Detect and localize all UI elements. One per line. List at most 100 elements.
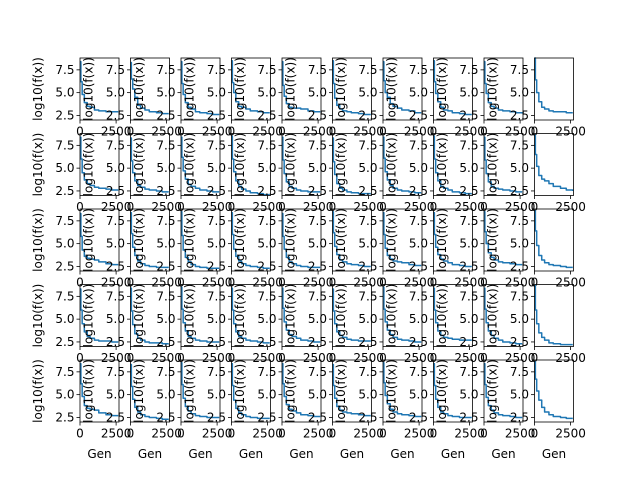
x-tick-label: 0 [278,427,286,441]
y-tick-label: 7.5 [257,289,276,303]
x-tick-label: 2500 [151,427,182,441]
series-line [433,59,472,116]
y-tick-label: 5.0 [358,237,377,251]
axes-frame [281,359,322,423]
series-line [332,210,371,268]
y-tick-label: 7.5 [156,214,175,228]
y-tick-label: 5.0 [459,312,478,326]
axes-frame [79,284,120,347]
y-tick-label: 7.5 [358,365,377,379]
x-tick-label: 0 [480,200,488,214]
y-tick-label: 2.5 [156,335,175,349]
y-tick-label: 2.5 [257,410,276,424]
y-tick-label: 5.0 [409,161,428,175]
y-tick-label: 7.5 [308,365,327,379]
x-tick-label: 0 [329,276,337,290]
y-axis-label: log10(f(x)) [385,208,399,272]
x-tick-label: 0 [430,125,438,139]
y-axis-label: log10(f(x)) [183,57,197,121]
x-tick-label: 2500 [101,276,132,290]
x-tick-label: 2500 [353,200,384,214]
series-line [80,288,119,343]
y-axis-label: log10(f(x)) [31,133,45,197]
axes-frame [180,284,221,347]
series-line [181,136,220,193]
axes-frame [382,284,423,347]
y-tick-label: 2.5 [257,335,276,349]
x-tick-label: 2500 [303,276,334,290]
axes-frame [231,57,271,121]
y-tick-label: 7.5 [459,289,478,303]
series-line [80,60,119,113]
series-line [332,363,371,417]
x-tick-label: 0 [76,276,84,290]
y-tick-label: 2.5 [55,108,74,122]
axes-frame [433,359,473,423]
series-line [433,287,472,341]
y-tick-label: 2.5 [156,410,175,424]
x-tick-label: 0 [531,125,539,139]
x-tick-label: 2500 [151,276,182,290]
y-axis-label: log10(f(x)) [334,359,348,423]
axes-frame [382,133,423,196]
x-axis-label: Gen [542,447,566,461]
y-axis-label: log10(f(x)) [82,208,96,272]
y-axis-label: log10(f(x)) [233,133,247,197]
y-axis-label: log10(f(x)) [284,57,298,121]
y-tick-label: 2.5 [510,335,529,349]
y-axis-label: log10(f(x)) [82,359,96,423]
series-line [130,137,169,193]
y-tick-label: 2.5 [55,335,74,349]
y-tick-label: 2.5 [106,259,125,273]
axes-frame [180,133,221,196]
x-tick-label: 2500 [101,427,132,441]
y-tick-label: 7.5 [358,289,377,303]
axes-frame [332,133,372,196]
y-tick-label: 2.5 [156,259,175,273]
x-tick-label: 0 [379,200,387,214]
y-tick-label: 2.5 [308,184,327,198]
subplot-r3-c1: 2.5 5.0 7.5 0 2500 log10(f(x)) [31,208,131,289]
y-axis-label: log10(f(x)) [284,359,298,423]
y-tick-label: 5.0 [257,161,276,175]
y-tick-label: 2.5 [106,410,125,424]
y-axis-label: log10(f(x)) [183,284,197,348]
x-axis-label: Gen [188,447,212,461]
y-axis-label: log10(f(x)) [334,57,348,121]
y-tick-label: 2.5 [257,108,276,122]
subplot-r1-c1: 2.5 5.0 7.5 0 2500 log10(f(x)) [31,57,131,138]
axes-frame [483,284,524,347]
x-tick-label: 0 [127,427,135,441]
x-tick-label: 2500 [353,125,384,139]
y-tick-label: 5.0 [510,86,529,100]
y-tick-label: 2.5 [358,259,377,273]
x-axis-label: Gen [390,447,414,461]
y-axis-label: log10(f(x)) [486,208,500,272]
series-line [433,362,472,419]
y-tick-label: 5.0 [358,388,377,402]
y-tick-label: 7.5 [106,365,125,379]
x-tick-label: 0 [430,351,438,365]
y-tick-label: 7.5 [257,63,276,77]
subplot-r5-c1: 2.5 5.0 7.5 0 2500 log10(f(x)) Gen [31,359,131,461]
x-tick-label: 2500 [505,200,536,214]
x-tick-label: 2500 [202,351,233,365]
x-tick-label: 2500 [151,200,182,214]
y-tick-label: 7.5 [459,63,478,77]
y-axis-label: log10(f(x)) [82,57,96,121]
